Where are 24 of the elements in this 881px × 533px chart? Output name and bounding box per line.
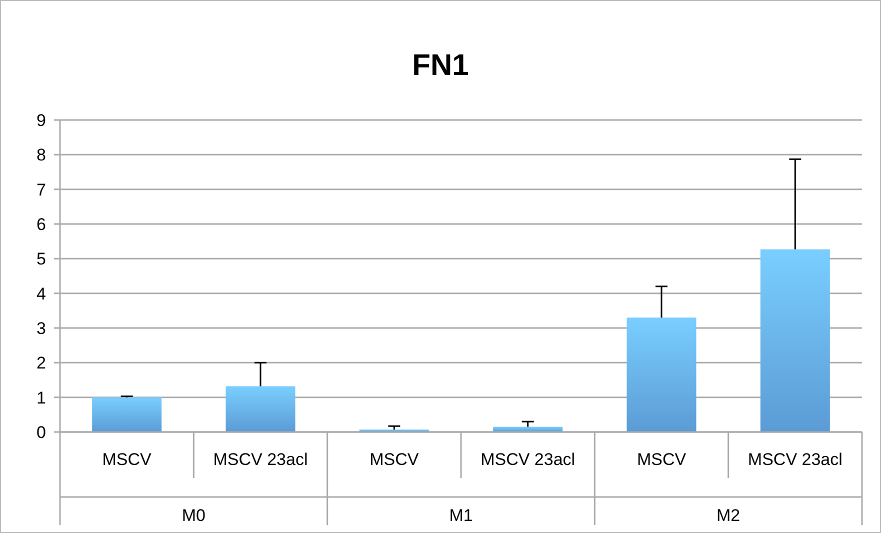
y-tick-label: 1 xyxy=(36,388,46,408)
text: M2 xyxy=(716,506,740,525)
y-tick-label: 0 xyxy=(36,422,46,442)
bar xyxy=(92,397,162,432)
y-tick-label: 5 xyxy=(36,250,46,269)
text: M0 xyxy=(182,506,206,525)
y-tick-label: 9 xyxy=(36,110,46,130)
bar xyxy=(226,386,296,432)
y-tick-label: 4 xyxy=(36,284,46,304)
x-tick-label: MSCV 23acl xyxy=(213,450,308,469)
y-tick-label: 3 xyxy=(36,318,46,338)
chart-title: FN1 xyxy=(412,49,469,82)
x-tick-label: MSCV xyxy=(370,450,420,469)
x-tick-label: MSCV xyxy=(636,450,687,469)
bar xyxy=(626,318,696,432)
text: M1 xyxy=(449,506,473,525)
x-tick-label: MSCV xyxy=(102,450,152,469)
y-tick-label: 7 xyxy=(36,180,46,200)
y-tick-label: 6 xyxy=(36,214,46,234)
x-tick-label: MSCV 23acl xyxy=(480,450,576,469)
x-tick-label: MSCV 23acl xyxy=(748,450,842,469)
y-tick-label: 2 xyxy=(36,354,46,373)
bar xyxy=(760,249,830,432)
y-tick-label: 8 xyxy=(36,146,46,165)
